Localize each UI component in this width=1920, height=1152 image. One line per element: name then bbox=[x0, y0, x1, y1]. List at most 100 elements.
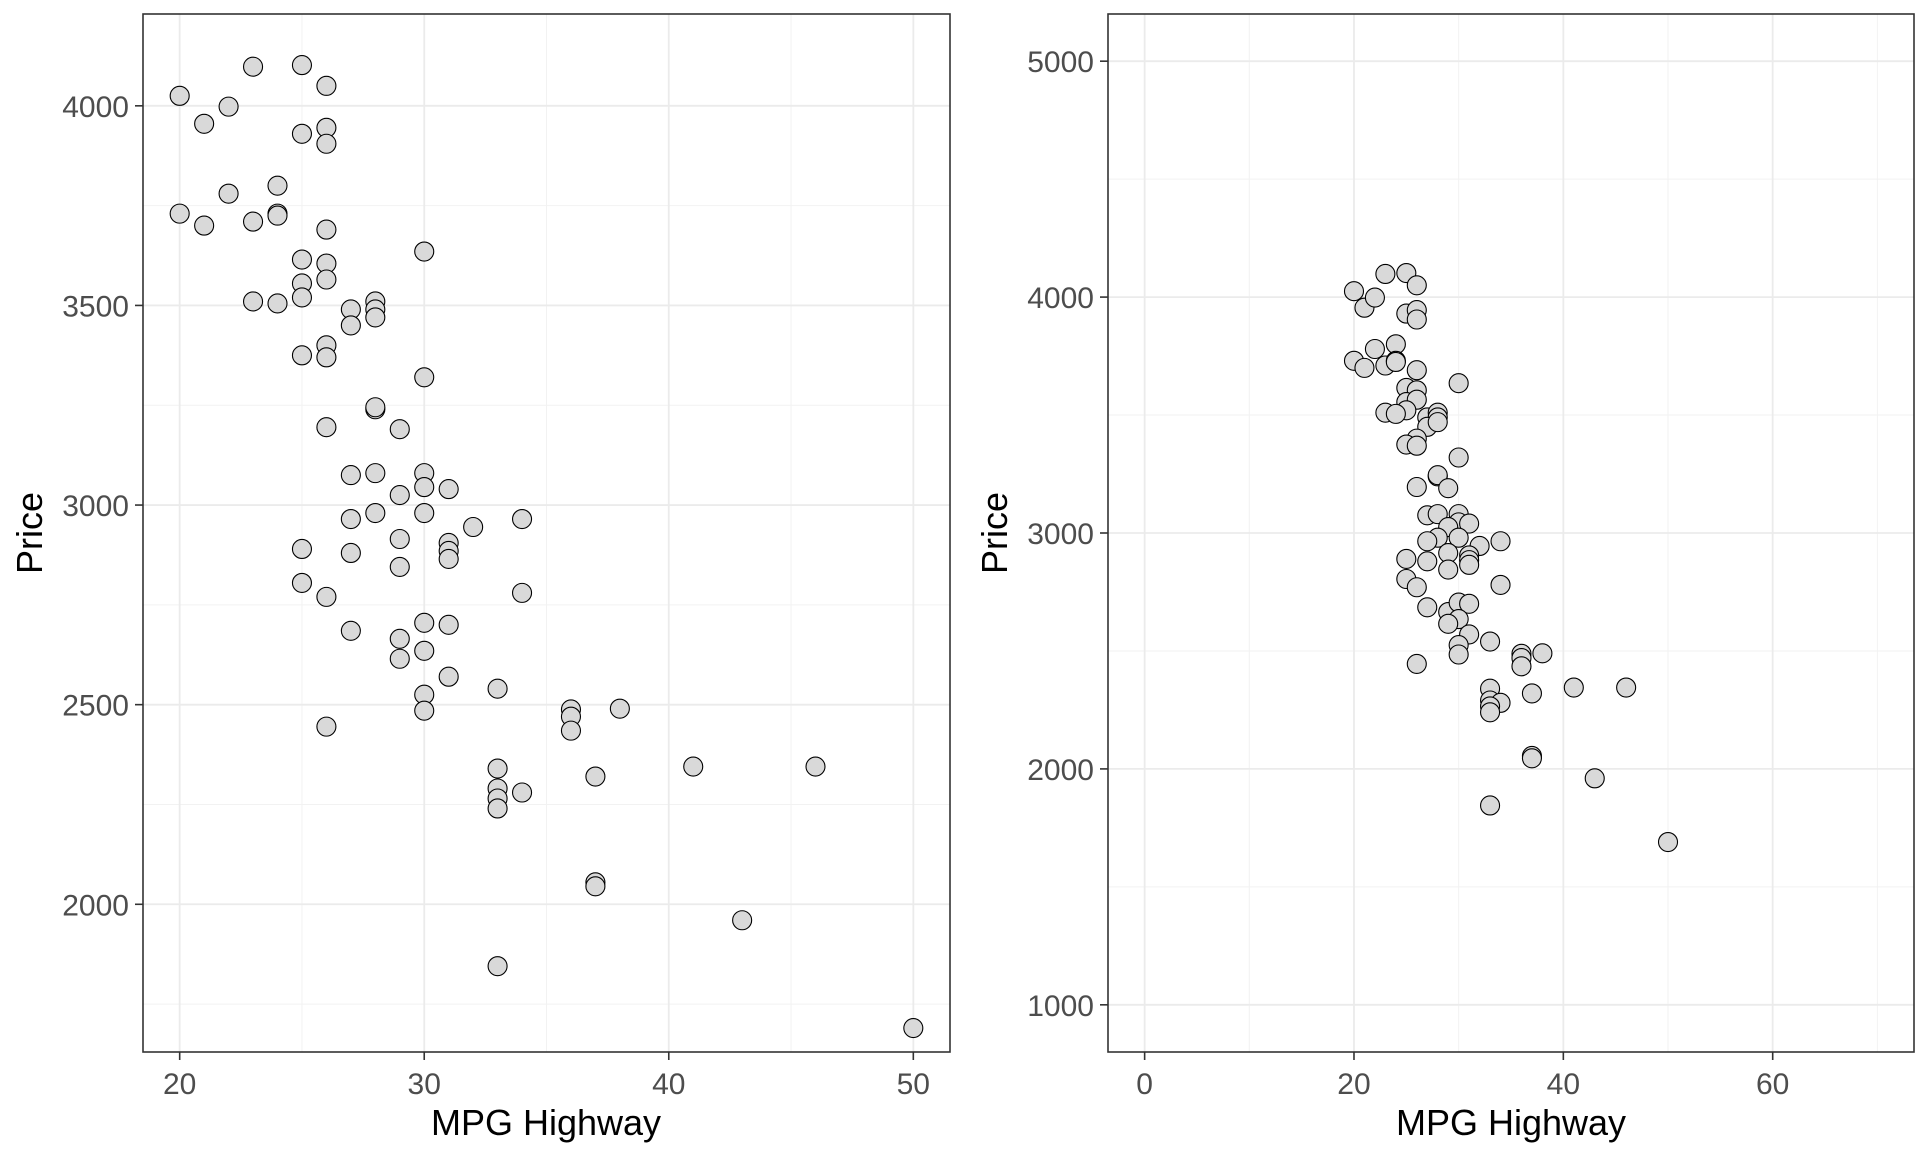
right-data-point bbox=[1532, 643, 1553, 664]
left-data-point bbox=[487, 758, 508, 779]
left-data-point bbox=[487, 678, 508, 699]
left-data-point bbox=[340, 620, 361, 641]
right-data-point bbox=[1511, 656, 1532, 677]
left-data-point bbox=[389, 528, 410, 550]
right-y-axis-title: Price bbox=[974, 492, 1015, 574]
right-y-tick-label: 4000 bbox=[1027, 282, 1094, 315]
left-y-tick-label: 4000 bbox=[62, 91, 129, 124]
left-data-point bbox=[511, 582, 533, 603]
left-data-point bbox=[389, 556, 410, 577]
left-data-point bbox=[316, 347, 337, 368]
left-data-point bbox=[194, 113, 215, 134]
left-data-point bbox=[365, 307, 386, 328]
left-data-point bbox=[438, 614, 459, 635]
right-data-point bbox=[1417, 531, 1438, 552]
left-y-tick-label: 2500 bbox=[62, 690, 129, 723]
right-data-point bbox=[1385, 403, 1406, 424]
right-data-point bbox=[1448, 527, 1469, 548]
left-data-point bbox=[340, 542, 361, 564]
left-data-point bbox=[438, 666, 459, 687]
right-x-tick-label: 0 bbox=[1136, 1068, 1153, 1101]
left-data-point bbox=[732, 910, 753, 931]
left-data-point bbox=[585, 766, 606, 787]
right-data-point bbox=[1459, 554, 1480, 575]
right-data-point bbox=[1521, 683, 1542, 704]
right-data-point bbox=[1406, 653, 1427, 674]
left-data-point bbox=[316, 133, 337, 154]
right-data-point bbox=[1364, 338, 1385, 360]
left-data-point bbox=[218, 96, 239, 117]
right-data-point bbox=[1364, 287, 1385, 308]
right-data-point bbox=[1490, 574, 1511, 595]
left-data-point bbox=[218, 183, 239, 204]
right-data-point bbox=[1406, 435, 1427, 456]
right-data-point bbox=[1448, 644, 1469, 665]
left-data-point bbox=[242, 291, 264, 312]
left-data-point bbox=[340, 315, 361, 336]
left-data-point bbox=[316, 219, 337, 240]
right-data-point bbox=[1438, 559, 1459, 580]
right-data-point bbox=[1584, 768, 1605, 789]
left-x-tick-label: 40 bbox=[652, 1068, 685, 1101]
left-x-tick-label: 20 bbox=[163, 1068, 196, 1101]
left-data-point bbox=[340, 465, 361, 486]
right-data-point bbox=[1385, 351, 1406, 373]
left-data-point bbox=[267, 293, 288, 314]
right-x-tick-label: 20 bbox=[1337, 1068, 1370, 1101]
left-data-point bbox=[316, 75, 337, 96]
right-data-point bbox=[1417, 551, 1438, 572]
left-data-point bbox=[291, 249, 313, 270]
right-data-point bbox=[1480, 702, 1501, 723]
right-data-point bbox=[1406, 360, 1427, 381]
right-data-point bbox=[1343, 281, 1365, 302]
left-data-point bbox=[414, 477, 435, 498]
left-data-point bbox=[511, 508, 533, 530]
left-data-point bbox=[365, 463, 386, 484]
left-data-point bbox=[242, 56, 264, 77]
left-data-point bbox=[414, 640, 435, 661]
left-data-point bbox=[609, 698, 630, 719]
left-data-point bbox=[585, 876, 606, 897]
left-data-point bbox=[487, 956, 508, 977]
left-data-point bbox=[340, 508, 361, 530]
left-data-point bbox=[414, 502, 435, 524]
left-data-point bbox=[291, 538, 313, 560]
right-data-point bbox=[1521, 748, 1542, 769]
left-y-tick-label: 3000 bbox=[62, 490, 129, 523]
right-data-point bbox=[1448, 447, 1469, 468]
right-data-point bbox=[1490, 531, 1511, 552]
left-data-point bbox=[389, 628, 410, 649]
left-scatter-panel: 20 30 40 50 2000 2500 3000 3500 4000 MPG Highway P… bbox=[9, 13, 951, 1143]
left-data-point bbox=[414, 700, 435, 721]
right-x-tick-label: 60 bbox=[1756, 1068, 1789, 1101]
right-data-point bbox=[1427, 412, 1448, 433]
left-x-tick-label: 50 bbox=[897, 1068, 930, 1101]
left-data-point bbox=[438, 548, 459, 570]
right-data-point bbox=[1375, 263, 1396, 285]
left-data-point bbox=[414, 367, 435, 388]
left-data-point bbox=[316, 586, 337, 607]
left-y-tick-label: 3500 bbox=[62, 290, 129, 323]
left-data-point bbox=[242, 211, 264, 232]
left-data-point bbox=[316, 269, 337, 290]
left-data-point bbox=[194, 215, 215, 236]
right-data-point bbox=[1438, 613, 1459, 634]
left-data-point bbox=[267, 175, 288, 196]
left-data-point bbox=[683, 756, 704, 777]
left-y-axis-title: Price bbox=[9, 492, 50, 574]
right-data-point bbox=[1396, 548, 1417, 570]
right-data-point bbox=[1406, 309, 1427, 330]
left-data-point bbox=[438, 479, 459, 500]
left-data-point bbox=[267, 205, 288, 226]
right-data-point bbox=[1448, 373, 1469, 394]
left-data-point bbox=[365, 397, 386, 418]
left-data-point bbox=[291, 123, 313, 144]
left-data-point bbox=[389, 485, 410, 506]
right-data-point bbox=[1406, 275, 1427, 296]
right-data-point bbox=[1563, 677, 1584, 698]
right-y-tick-label: 5000 bbox=[1027, 46, 1094, 79]
left-y-tick-label: 2000 bbox=[62, 889, 129, 922]
left-data-point bbox=[903, 1017, 924, 1039]
left-data-point bbox=[511, 782, 533, 803]
right-scatter-panel: 0 20 40 60 1000 2000 3000 4000 5000 MPG Highway Pr… bbox=[974, 13, 1915, 1143]
